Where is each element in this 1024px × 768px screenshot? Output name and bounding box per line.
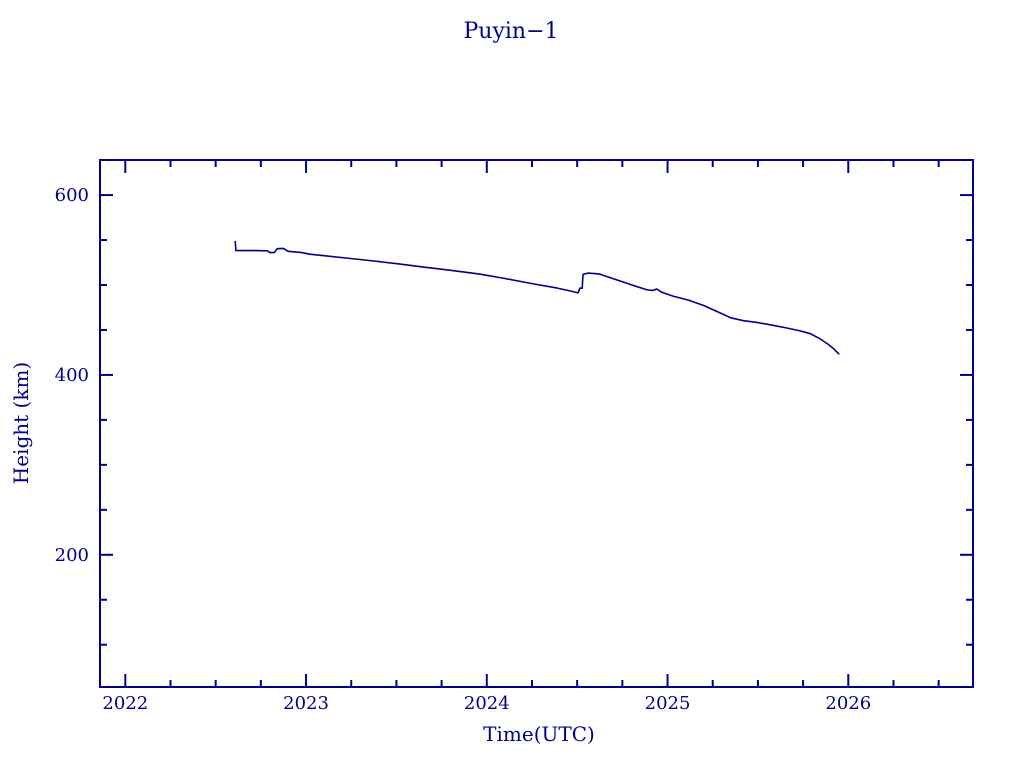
plot-frame: [99, 159, 974, 688]
axis-ticks: [100, 160, 973, 687]
x-tick-label: 2024: [464, 693, 510, 714]
y-tick-label: 400: [55, 365, 89, 386]
x-tick-label: 2023: [283, 693, 329, 714]
x-tick-label: 2025: [645, 693, 691, 714]
data-line-orbit-height-km: [234, 240, 840, 355]
axis-tick-labels: 2022 2023 2024 2025 2026 200 400 600: [55, 185, 872, 714]
y-tick-label: 600: [55, 185, 89, 206]
chart-title: Puyin−1: [463, 19, 558, 44]
y-tick-label: 200: [55, 545, 89, 566]
x-tick-label: 2022: [102, 693, 148, 714]
data-series: [234, 240, 840, 355]
y-axis-title: Height (km): [9, 362, 33, 484]
x-tick-label: 2026: [825, 693, 871, 714]
x-axis-title: Time(UTC): [483, 722, 595, 746]
